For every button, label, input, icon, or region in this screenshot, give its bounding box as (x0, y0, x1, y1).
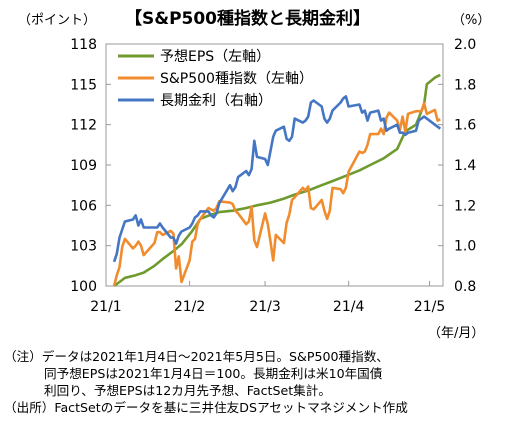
right-tick-label: 0.8 (454, 279, 476, 295)
legend-label-1: 予想EPS（左軸） (160, 49, 270, 65)
left-tick-label: 100 (70, 279, 97, 295)
series-line-2 (112, 101, 441, 287)
note-line-3: 利回り、予想EPSは12カ月先予想、FactSet集計。 (44, 383, 331, 398)
x-tick-label: 21/1 (90, 299, 121, 315)
x-axis-unit: （年/月） (428, 326, 485, 341)
legend-label-3: 長期金利（右軸） (160, 93, 272, 109)
series-line-3 (112, 95, 442, 263)
left-tick-label: 103 (70, 239, 97, 255)
left-tick-label: 118 (70, 37, 97, 53)
left-tick-label: 115 (70, 77, 97, 93)
right-tick-label: 2.0 (454, 37, 476, 53)
x-tick-label: 21/3 (249, 299, 280, 315)
x-tick-label: 21/2 (174, 299, 205, 315)
legend-label-2: S&P500種指数（左軸） (160, 71, 313, 87)
right-axis-unit: （%） (452, 13, 491, 28)
x-tick-label: 21/4 (333, 299, 365, 315)
note-line-2: 同予想EPSは2021年1月4日＝100。長期金利は米10年国債 (44, 366, 383, 381)
footnotes: （注）データは2021年1月4日～2021年5月5日。S&P500種指数、 同予… (4, 348, 504, 416)
right-tick-label: 1.2 (454, 198, 476, 214)
x-tick-label: 21/5 (414, 299, 445, 315)
note-line-1: （注）データは2021年1月4日～2021年5月5日。S&P500種指数、 (4, 349, 389, 364)
left-axis-unit: （ポイント） (18, 13, 97, 28)
right-tick-label: 1.0 (454, 239, 476, 255)
right-tick-label: 1.4 (454, 158, 476, 174)
left-tick-label: 109 (70, 158, 97, 174)
chart-title: 【S&P500種指数と長期金利】 (125, 9, 371, 29)
right-tick-label: 1.6 (454, 118, 476, 134)
right-tick-label: 1.8 (454, 77, 476, 93)
left-tick-label: 106 (70, 198, 97, 214)
note-source: （出所）FactSetのデータを基に三井住友DSアセットマネジメント作成 (4, 400, 408, 415)
left-tick-label: 112 (70, 118, 97, 134)
series-line-1 (113, 73, 441, 288)
